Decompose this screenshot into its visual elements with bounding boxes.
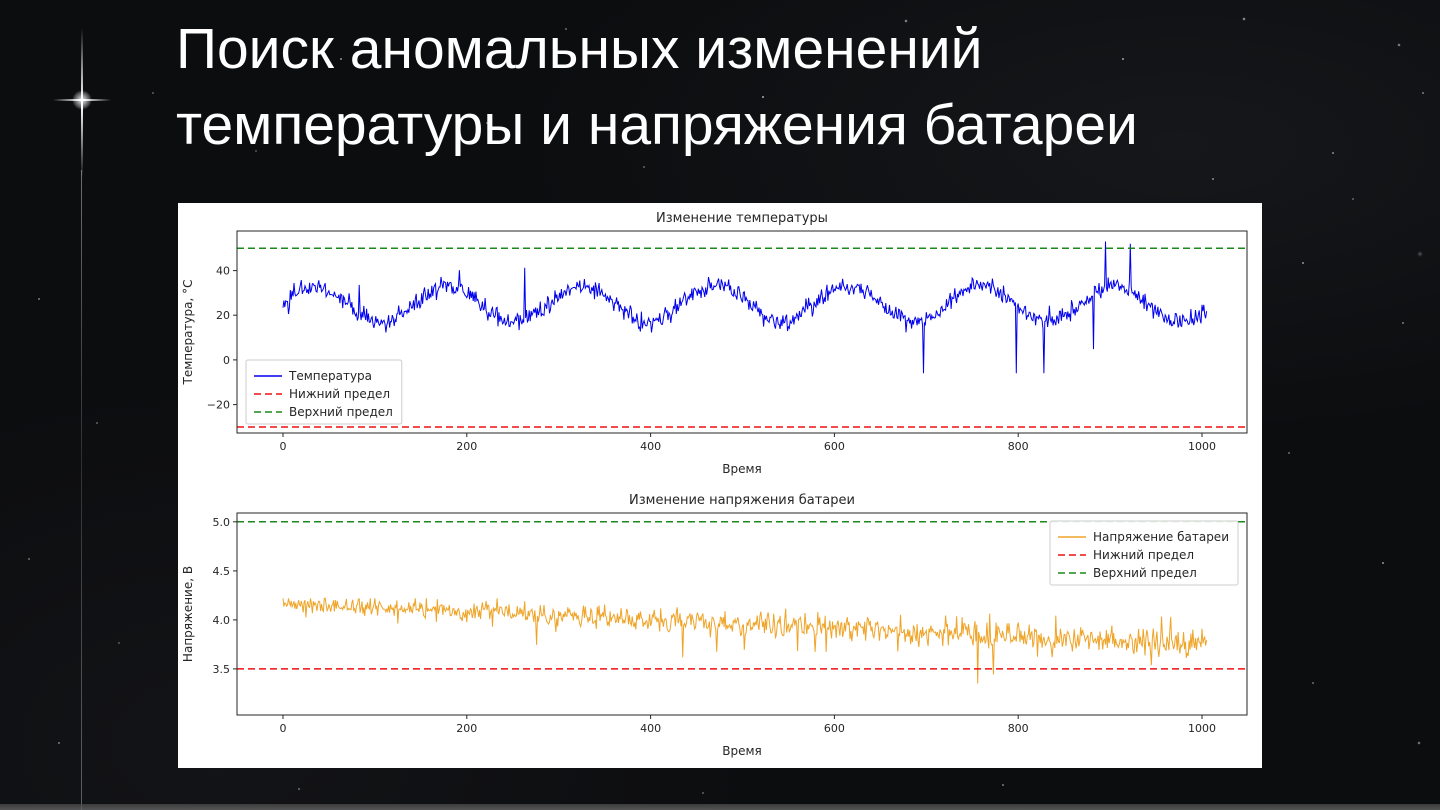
svg-text:Время: Время (722, 744, 762, 758)
svg-text:Верхний предел: Верхний предел (1093, 566, 1197, 580)
star-tail-decoration (81, 170, 82, 810)
svg-text:Изменение напряжения батареи: Изменение напряжения батареи (629, 493, 855, 508)
svg-text:Изменение температуры: Изменение температуры (656, 211, 828, 226)
svg-text:600: 600 (824, 722, 845, 735)
svg-text:Напряжение, В: Напряжение, В (181, 566, 195, 662)
svg-text:0: 0 (280, 440, 287, 453)
svg-text:200: 200 (456, 440, 477, 453)
svg-text:5.0: 5.0 (213, 516, 231, 529)
svg-text:400: 400 (640, 440, 661, 453)
svg-text:1000: 1000 (1188, 722, 1216, 735)
charts-panel: 0 200 400 600 800 1000 −20 0 20 40 Изменение темпе… (178, 203, 1262, 768)
svg-text:800: 800 (1008, 722, 1029, 735)
svg-text:−20: −20 (207, 399, 230, 412)
svg-text:4.0: 4.0 (213, 614, 231, 627)
svg-text:800: 800 (1008, 440, 1029, 453)
svg-text:Напряжение батареи: Напряжение батареи (1093, 530, 1229, 544)
svg-text:Время: Время (722, 462, 762, 476)
svg-text:400: 400 (640, 722, 661, 735)
bottom-edge-decoration (0, 804, 1440, 810)
svg-text:Нижний предел: Нижний предел (1093, 548, 1194, 562)
svg-text:Температура: Температура (288, 369, 372, 383)
svg-text:40: 40 (216, 265, 230, 278)
svg-text:20: 20 (216, 309, 230, 322)
svg-text:200: 200 (456, 722, 477, 735)
svg-text:Нижний предел: Нижний предел (289, 387, 390, 401)
svg-text:4.5: 4.5 (213, 565, 231, 578)
voltage-chart: 0 200 400 600 800 1000 3.5 4.0 4.5 5.0 Изменение н… (181, 493, 1248, 758)
temperature-chart: 0 200 400 600 800 1000 −20 0 20 40 Изменение темпе… (181, 211, 1248, 476)
svg-text:600: 600 (824, 440, 845, 453)
svg-text:Верхний предел: Верхний предел (289, 405, 393, 419)
svg-text:Температура, °C: Температура, °C (181, 279, 195, 385)
svg-text:0: 0 (223, 354, 230, 367)
svg-text:0: 0 (280, 722, 287, 735)
slide-title: Поиск аномальных изменений температуры и… (176, 17, 1138, 157)
svg-text:3.5: 3.5 (213, 663, 231, 676)
star-flare-icon (72, 90, 92, 110)
svg-text:1000: 1000 (1188, 440, 1216, 453)
